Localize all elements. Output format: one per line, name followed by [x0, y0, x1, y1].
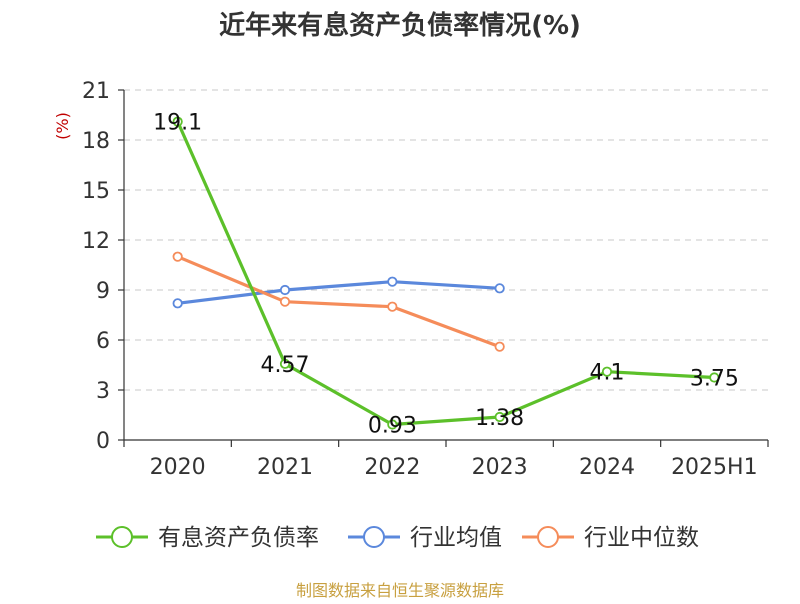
- legend-label-2: 行业中位数: [584, 525, 699, 551]
- axes: 0 3 6 9 12 15 18 21 2020 2021 2022 2023 2024 2025H1 (%…: [53, 79, 769, 480]
- legend-item-0: 有息资产负债率: [96, 525, 319, 551]
- data-point-s0-2024: [601, 366, 613, 377]
- x-tick-label-2020: 2020: [150, 455, 206, 480]
- data-point-s0-2022: [387, 419, 398, 430]
- data-point-s2-2021: [279, 296, 291, 307]
- y-tick-label-15: 15: [82, 179, 110, 204]
- legend-label-1: 行业均值: [410, 525, 502, 551]
- data-point-s0-2021: [279, 358, 291, 369]
- data-point-s0-2020: [172, 116, 183, 127]
- legend-item-2: 行业中位数: [522, 525, 699, 551]
- data-point-s1-2023: [494, 283, 505, 294]
- data-label-2021: 4.57: [261, 353, 310, 378]
- data-point-s1-2021: [279, 284, 291, 296]
- data-point-s2-2023: [494, 341, 505, 352]
- data-point-s2-2022: [387, 301, 398, 312]
- data-label-2023: 1.38: [475, 406, 524, 431]
- y-tick-label-18: 18: [82, 129, 110, 154]
- legend-item-1: 行业均值: [348, 525, 502, 551]
- data-point-s0-2023: [494, 411, 505, 423]
- x-tick-label-2023: 2023: [472, 455, 528, 480]
- data-label-2024: 4.1: [590, 361, 625, 386]
- x-tick-label-2024: 2024: [579, 455, 635, 480]
- legend: 有息资产负债率 行业均值 行业中位数: [96, 525, 699, 551]
- source-note: 制图数据来自恒生聚源数据库: [296, 581, 504, 600]
- x-tick-label-2025H1: 2025H1: [671, 455, 758, 480]
- y-tick-label-12: 12: [82, 229, 110, 254]
- legend-marker-2: [537, 526, 559, 548]
- data-label-2025H1: 3.75: [690, 367, 739, 392]
- y-axis-unit-label: (%): [53, 112, 72, 140]
- grid-lines: [124, 89, 768, 391]
- data-label-2020: 19.1: [153, 111, 202, 136]
- data-point-s1-2020: [172, 298, 183, 309]
- data-label-2022: 0.93: [368, 414, 417, 439]
- y-tick-label-21: 21: [82, 79, 110, 104]
- series-line-2: [177, 255, 501, 349]
- series-line-1: [177, 280, 500, 305]
- series-line-0: [176, 121, 715, 427]
- data-point-s0-2025H1: [709, 372, 720, 383]
- y-tick-label-0: 0: [96, 429, 110, 454]
- y-tick-label-9: 9: [96, 279, 110, 304]
- series-lines: [172, 116, 720, 430]
- data-point-s2-2020: [172, 251, 183, 262]
- y-tick-label-6: 6: [96, 329, 110, 354]
- legend-label-0: 有息资产负债率: [158, 525, 319, 551]
- x-tick-label-2022: 2022: [364, 455, 420, 480]
- x-tick-label-2021: 2021: [257, 455, 313, 480]
- legend-marker-1: [363, 526, 385, 548]
- data-labels: 19.1 4.57 0.93 1.38 4.1 3.75: [153, 111, 739, 439]
- chart-title: 近年来有息资产负债率情况(%): [219, 10, 581, 41]
- data-point-s1-2022: [387, 276, 398, 287]
- y-tick-label-3: 3: [96, 379, 110, 404]
- legend-marker-0: [111, 526, 133, 548]
